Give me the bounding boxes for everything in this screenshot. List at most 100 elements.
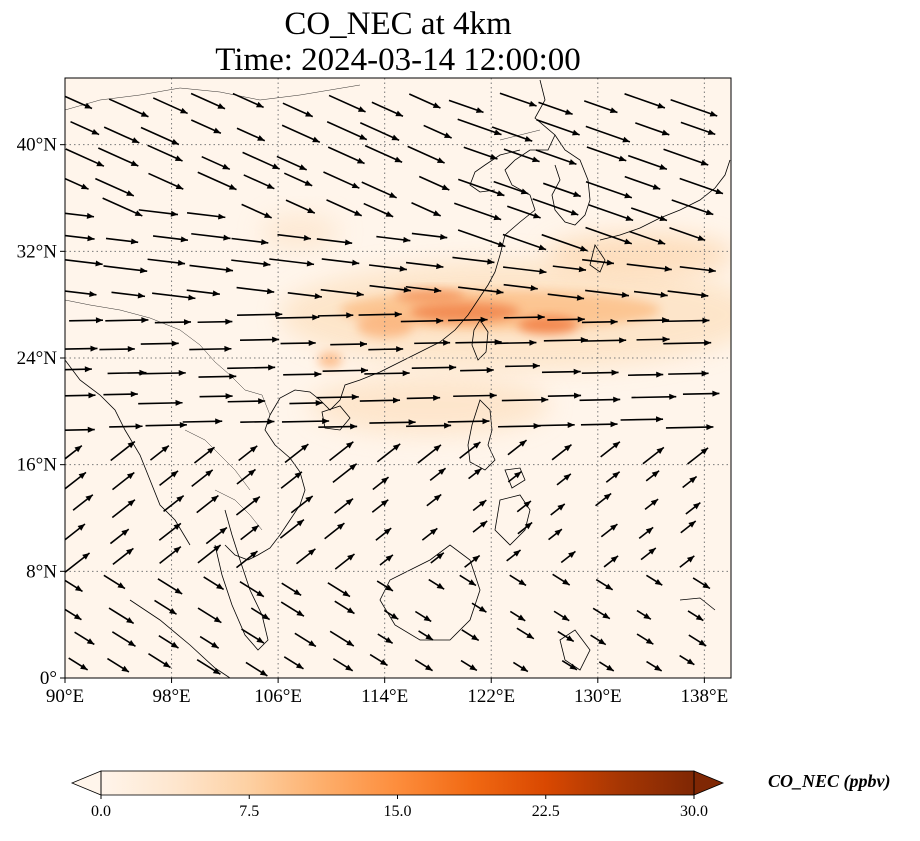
wind-arrow (330, 341, 367, 348)
wind-arrow (595, 578, 614, 591)
wind-arrow (65, 471, 87, 490)
wind-arrow (321, 258, 360, 266)
wind-arrow (582, 337, 627, 344)
wind-arrow (163, 494, 185, 513)
wind-arrow (376, 580, 394, 592)
colorbar-tick-label-3: 22.5 (532, 803, 560, 820)
wind-arrow (460, 659, 478, 672)
wind-arrow (406, 422, 452, 429)
wind-arrow (69, 317, 103, 324)
wind-arrow (516, 627, 535, 640)
wind-arrow (665, 424, 714, 431)
wind-arrow (107, 657, 130, 673)
wind-arrow (538, 101, 573, 116)
wind-arrow (680, 121, 716, 136)
wind-arrow (663, 339, 712, 346)
wind-arrow (557, 630, 575, 643)
wind-arrow (448, 99, 484, 114)
wind-arrow (318, 423, 358, 430)
wind-arrow (447, 418, 490, 425)
wind-arrow (328, 94, 366, 113)
wind-arrow (236, 286, 275, 295)
wind-arrow (285, 199, 316, 214)
wind-arrow (633, 290, 668, 298)
wind-arrow (320, 288, 364, 297)
wind-arrow (376, 443, 401, 463)
wind-arrow (287, 292, 322, 300)
wind-arrow (459, 441, 481, 459)
wind-arrow (682, 390, 720, 397)
wind-arrow (65, 258, 103, 267)
plume-band-south (310, 375, 550, 435)
wind-arrow (581, 318, 618, 325)
wind-arrow (598, 661, 615, 672)
wind-arrow (421, 527, 438, 541)
wind-arrow (191, 232, 231, 241)
wind-arrow (642, 446, 665, 465)
wind-arrow (605, 471, 621, 483)
wind-arrow (227, 364, 276, 371)
wind-arrow (358, 311, 402, 318)
wind-arrow (108, 607, 135, 625)
wind-arrow (277, 233, 312, 241)
wind-arrow (383, 609, 399, 620)
wind-arrow (429, 467, 447, 481)
wind-arrow (326, 121, 368, 141)
wind-arrow (197, 544, 222, 564)
wind-arrow (472, 499, 487, 512)
wind-arrow (501, 396, 549, 403)
country-borders (65, 84, 541, 531)
wind-arrow (411, 232, 448, 240)
wind-arrow (280, 471, 303, 489)
wind-arrow (582, 258, 615, 266)
wind-arrow (70, 120, 100, 136)
wind-arrow (147, 144, 183, 162)
wind-arrow (152, 97, 188, 115)
wind-arrow (687, 610, 704, 622)
wind-arrow (332, 658, 354, 672)
wind-arrow (324, 522, 345, 540)
coastline-borneo (379, 544, 481, 641)
coastline-korea (551, 134, 591, 226)
wind-arrow (499, 92, 537, 107)
wind-arrow (364, 144, 403, 163)
lat-tick-label-1: 8°N (26, 561, 57, 582)
wind-arrow (414, 610, 432, 623)
wind-arrow (236, 127, 266, 142)
wind-arrow (280, 340, 316, 347)
wind-arrow (411, 202, 442, 217)
wind-arrow (190, 119, 222, 135)
wind-arrow (65, 366, 92, 373)
coastline-vietnam (247, 414, 306, 561)
wind-arrow (371, 101, 404, 118)
wind-arrow (103, 265, 148, 274)
wind-arrow (556, 473, 572, 486)
lat-tick-label-3: 24°N (17, 348, 58, 369)
wind-arrow (186, 211, 226, 220)
wind-arrow (323, 171, 360, 189)
wind-arrow (541, 368, 581, 375)
wind-arrow (111, 291, 146, 299)
wind-arrow (108, 98, 149, 118)
wind-arrow (359, 122, 400, 141)
coastline-sumatra (129, 599, 231, 678)
wind-arrow (472, 520, 488, 533)
wind-arrow (536, 118, 580, 136)
wind-arrow (149, 445, 170, 461)
wind-arrow (102, 197, 143, 217)
wind-arrow (516, 500, 532, 513)
wind-arrow (109, 423, 143, 430)
wind-arrow (281, 124, 321, 143)
title-line-1: CO_NEC at 4km (284, 6, 512, 42)
coastline-bohai (469, 149, 521, 193)
wind-arrow (426, 493, 442, 507)
wind-arrow (636, 609, 652, 620)
wind-arrow (452, 256, 495, 265)
wind-arrow (662, 317, 710, 324)
wind-arrow (586, 146, 627, 162)
lat-tick-label-5: 40°N (17, 135, 58, 156)
wind-arrow (547, 293, 585, 301)
coastline-taiwan (471, 319, 489, 361)
wind-arrow (682, 475, 698, 489)
lon-tick-label-3: 114°E (361, 686, 408, 707)
